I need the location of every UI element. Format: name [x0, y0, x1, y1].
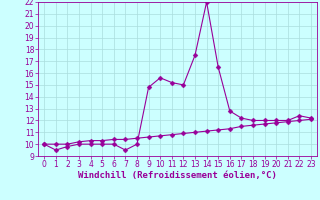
X-axis label: Windchill (Refroidissement éolien,°C): Windchill (Refroidissement éolien,°C) — [78, 171, 277, 180]
